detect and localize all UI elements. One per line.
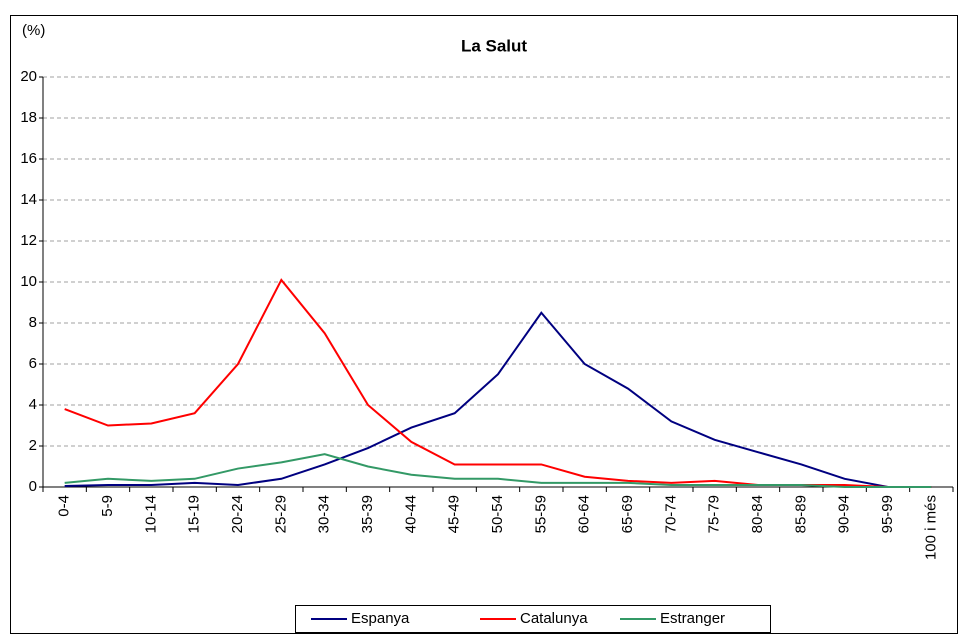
y-tick-label: 4	[29, 396, 37, 413]
x-tick-label: 45-49	[446, 495, 463, 533]
series-line	[64, 311, 932, 488]
x-tick-label: 25-29	[272, 495, 289, 533]
x-tick-label: 70-74	[662, 495, 679, 533]
x-tick-label: 10-14	[142, 495, 159, 533]
y-tick-label: 8	[29, 314, 37, 331]
y-tick-label: 10	[20, 273, 37, 290]
x-tick-label: 5-9	[99, 495, 116, 517]
series-line	[64, 453, 932, 488]
y-tick-label: 12	[20, 232, 37, 249]
x-tick-label: 95-99	[879, 495, 896, 533]
chart-title: La Salut	[461, 36, 527, 55]
x-tick-label: 65-69	[619, 495, 636, 533]
y-tick-label: 18	[20, 109, 37, 126]
y-tick-label: 2	[29, 437, 37, 454]
x-tick-label: 35-39	[359, 495, 376, 533]
legend-label: Catalunya	[520, 610, 588, 627]
legend	[295, 605, 771, 633]
x-tick-label: 15-19	[186, 495, 203, 533]
x-tick-label: 40-44	[402, 495, 419, 533]
y-tick-label: 16	[20, 150, 37, 167]
x-tick-label: 75-79	[706, 495, 723, 533]
x-tick-label: 0-4	[56, 495, 73, 517]
legend-label: Espanya	[351, 610, 410, 627]
x-tick-label: 80-84	[749, 495, 766, 533]
x-tick-label: 55-59	[532, 495, 549, 533]
x-tick-label: 60-64	[576, 495, 593, 533]
y-tick-label: 6	[29, 355, 37, 372]
y-axis-label: (%)	[22, 22, 45, 39]
x-tick-label: 50-54	[489, 495, 506, 533]
y-tick-label: 14	[20, 191, 37, 208]
x-tick-label: 85-89	[792, 495, 809, 533]
legend-label: Estranger	[660, 610, 725, 627]
x-tick-label: 20-24	[229, 495, 246, 533]
y-tick-label: 20	[20, 68, 37, 85]
x-tick-label: 100 i més	[922, 495, 939, 560]
y-tick-label: 0	[29, 478, 37, 495]
x-tick-label: 90-94	[836, 495, 853, 533]
chart-frame	[10, 15, 958, 634]
x-tick-label: 30-34	[316, 495, 333, 533]
